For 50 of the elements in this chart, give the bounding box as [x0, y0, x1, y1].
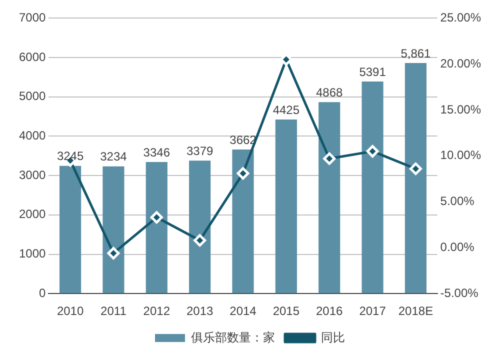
bar	[318, 102, 340, 294]
x-tick-label: 2014	[230, 304, 257, 318]
y2-tick-label: 15.00%	[440, 102, 482, 116]
bar	[362, 82, 384, 294]
data-label: 3379	[186, 144, 214, 158]
bar	[59, 166, 82, 294]
x-tick-label: 2012	[143, 304, 170, 318]
y-tick-label: 2000	[18, 207, 46, 222]
bar	[232, 150, 254, 294]
bar	[146, 162, 168, 294]
y2-tick-label: 5.00%	[440, 194, 475, 208]
y-tick-label: 3000	[18, 168, 46, 182]
y2-tick-label: 20.00%	[440, 56, 482, 70]
data-label: 5391	[359, 64, 386, 79]
bar	[189, 160, 211, 294]
point	[194, 234, 206, 247]
point	[366, 145, 379, 158]
y-tick-label: 6000	[18, 50, 46, 64]
data-label: 3245	[56, 149, 84, 164]
x-tick-label: 2015	[272, 304, 300, 318]
y-tick-label: 7000	[18, 10, 46, 25]
legend-label: 俱乐部数量：家	[191, 330, 275, 344]
x-tick-label: 2011	[100, 304, 127, 318]
point	[323, 152, 336, 165]
x-tick-label: 2016	[316, 304, 344, 318]
y2-tick-label: -5.00%	[440, 286, 479, 300]
y-tick-label: 0	[39, 286, 46, 300]
x-tick-label: 2018E	[398, 304, 434, 318]
y2-tick-label: 10.00%	[440, 148, 482, 162]
y-tick-label: 4000	[18, 128, 46, 143]
data-label: 4425	[272, 102, 300, 117]
data-label: 4868	[316, 85, 344, 100]
data-label: 3346	[143, 145, 170, 160]
x-tick-label: 2013	[186, 304, 214, 318]
bar	[404, 63, 427, 294]
data-label: 5,861	[400, 46, 432, 60]
point	[150, 211, 163, 224]
y2-tick-label: 25.00%	[440, 10, 482, 25]
y-tick-label: 1000	[18, 246, 46, 261]
point	[107, 246, 120, 260]
legend-label: 同比	[321, 330, 345, 344]
bar	[102, 166, 124, 294]
y2-tick-label: 0.00%	[440, 240, 475, 254]
point	[409, 162, 422, 175]
y-tick-label: 5000	[18, 89, 46, 104]
point	[236, 167, 250, 180]
data-label: 3234	[100, 150, 128, 164]
x-tick-label: 2010	[56, 304, 84, 318]
x-tick-label: 2017	[359, 304, 386, 318]
bar	[275, 120, 297, 294]
